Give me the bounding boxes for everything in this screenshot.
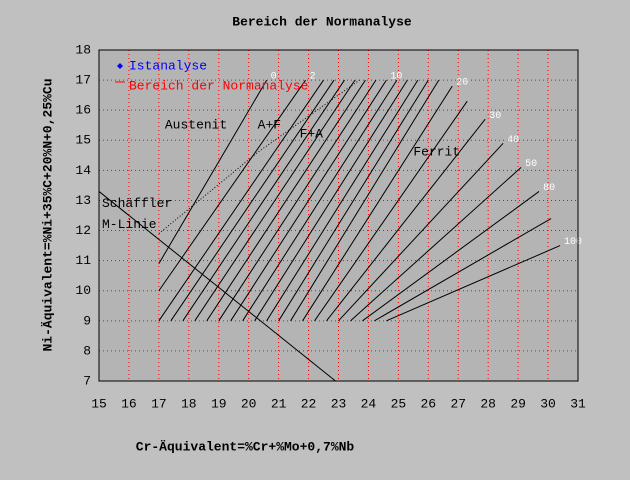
ferrite-line — [338, 142, 504, 322]
x-axis-label: Cr-Äquivalent=%Cr+%Mo+0,7%Nb — [136, 439, 355, 454]
x-tick-label: 17 — [151, 396, 167, 411]
y-tick-label: 12 — [75, 223, 91, 238]
x-tick-label: 30 — [540, 396, 556, 411]
ferrite-line — [254, 79, 408, 322]
annotation: Ferrit — [413, 145, 460, 160]
ferrite-line — [362, 191, 540, 322]
x-tick-label: 29 — [510, 396, 526, 411]
annotation: Schäffler — [102, 196, 172, 211]
ferrite-line — [374, 218, 552, 322]
x-tick-label: 23 — [331, 396, 347, 411]
x-tick-label: 28 — [480, 396, 496, 411]
y-tick-label: 14 — [75, 163, 91, 178]
x-tick-label: 20 — [241, 396, 257, 411]
legend-label: Bereich der Normanalyse — [129, 78, 308, 93]
y-tick-label: 9 — [83, 313, 91, 328]
x-tick-label: 24 — [361, 396, 377, 411]
y-tick-label: 11 — [75, 253, 91, 268]
ferrite-label: 0 — [271, 72, 277, 83]
ferrite-line — [302, 85, 453, 322]
ferrite-label: 30 — [489, 111, 501, 122]
y-tick-label: 18 — [75, 42, 91, 57]
ferrite-line — [290, 79, 440, 322]
y-tick-label: 13 — [75, 193, 91, 208]
y-tick-label: 10 — [75, 283, 91, 298]
chart-title: Bereich der Normanalyse — [232, 14, 412, 29]
x-tick-label: 27 — [450, 396, 466, 411]
ferrite-label: 50 — [525, 159, 537, 170]
x-tick-label: 25 — [391, 396, 407, 411]
x-tick-label: 31 — [570, 396, 586, 411]
y-tick-label: 7 — [83, 373, 91, 388]
ferrite-label: 20 — [456, 78, 468, 89]
x-tick-label: 22 — [301, 396, 317, 411]
y-axis-label: Ni-Äquivalent=%Ni+35%C+20%N+0,25%Cu — [40, 78, 55, 351]
ferrite-line — [158, 79, 324, 322]
x-tick-label: 26 — [421, 396, 437, 411]
ferrite-label: 10 — [390, 72, 402, 83]
y-tick-label: 17 — [75, 73, 91, 88]
ferrite-line — [170, 79, 335, 322]
ferrite-line — [158, 79, 306, 292]
ferrite-line — [230, 79, 387, 322]
ferrite-label: 2 — [310, 72, 316, 83]
ferrite-line — [386, 245, 561, 322]
legend-label: Istanalyse — [129, 58, 207, 73]
ferrite-line — [218, 79, 377, 322]
annotation: M-Linie — [102, 217, 157, 232]
ferrite-line — [326, 118, 486, 322]
y-tick-label: 8 — [83, 343, 91, 358]
x-tick-label: 18 — [181, 396, 197, 411]
annotation: A+F — [258, 118, 281, 133]
ferrite-line — [158, 79, 268, 264]
y-tick-label: 16 — [75, 103, 91, 118]
ferrite-line — [314, 100, 468, 322]
ferrite-line — [266, 79, 419, 322]
annotation: Austenit — [165, 118, 227, 133]
ferrite-line — [350, 166, 522, 322]
ferrite-label: 100 — [564, 237, 582, 248]
m-line — [98, 191, 336, 382]
legend-marker — [117, 63, 123, 69]
annotation: F+A — [300, 127, 324, 142]
x-tick-label: 16 — [121, 396, 137, 411]
x-tick-label: 15 — [91, 396, 107, 411]
x-tick-label: 19 — [211, 396, 227, 411]
ferrite-label: 80 — [543, 183, 555, 194]
ferrite-line — [194, 79, 356, 322]
ferrite-line — [278, 79, 429, 322]
x-tick-label: 21 — [271, 396, 287, 411]
normanalyse-boundary — [158, 79, 360, 234]
ferrite-label: 40 — [507, 135, 519, 146]
ferrite-line — [206, 79, 366, 322]
plot-border — [98, 49, 579, 382]
y-tick-label: 15 — [75, 133, 91, 148]
ferrite-line — [242, 79, 398, 322]
